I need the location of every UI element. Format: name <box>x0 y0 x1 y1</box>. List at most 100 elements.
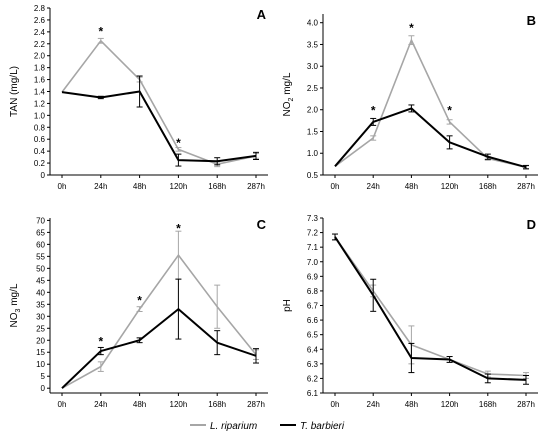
series-line-l-riparium <box>334 39 527 168</box>
y-tick-label: 10 <box>36 360 45 369</box>
y-tick-label: 2.8 <box>34 4 46 13</box>
y-tick-label: 60 <box>36 240 45 249</box>
x-tick-label: 24h <box>94 182 107 191</box>
series-line-l-riparium <box>61 254 257 389</box>
x-tick-label: 24h <box>367 182 380 191</box>
y-tick-label: 3.0 <box>307 62 319 71</box>
y-tick-label: 0.8 <box>34 123 46 132</box>
legend-label-t-barbieri: T. barbieri <box>300 421 345 432</box>
y-axis-label-c: NO3 mg/L <box>9 283 22 327</box>
x-tick-label: 48h <box>133 182 146 191</box>
x-tick-label: 120h <box>170 182 188 191</box>
y-tick-label: 1.6 <box>34 76 46 85</box>
x-tick-label: 24h <box>94 400 107 409</box>
significance-star: * <box>137 294 142 308</box>
x-tick-label: 287h <box>517 400 535 409</box>
series-line-t-barbieri <box>334 107 527 169</box>
series-line-t-barbieri <box>61 90 257 163</box>
significance-star: * <box>447 104 452 118</box>
x-tick-label: 0h <box>58 400 67 409</box>
y-tick-label: 1.4 <box>34 88 46 97</box>
y-tick-label: 1.0 <box>307 149 319 158</box>
x-tick-label: 287h <box>517 182 535 191</box>
x-tick-label: 168h <box>479 400 497 409</box>
y-tick-label: 6.6 <box>307 316 319 325</box>
panel-letter-d: D <box>527 217 536 232</box>
y-tick-label: 50 <box>36 264 45 273</box>
y-tick-label: 65 <box>36 228 45 237</box>
y-tick-label: 35 <box>36 300 45 309</box>
y-tick-label: 15 <box>36 348 45 357</box>
y-tick-label: 2.6 <box>34 16 46 25</box>
y-tick-label: 6.9 <box>307 272 319 281</box>
panel-d: 6.1 6.2 6.3 6.4 6.5 6.6 6.7 6.8 6.9 7.0 7.1 7.2 7.3 0… <box>282 214 538 409</box>
y-tick-label: 7.1 <box>307 243 319 252</box>
x-tick-label: 120h <box>441 400 459 409</box>
y-tick-label: 0.6 <box>34 135 46 144</box>
y-tick-label: 0.5 <box>307 171 319 180</box>
y-tick-label: 7.0 <box>307 258 319 267</box>
x-tick-label: 120h <box>170 400 188 409</box>
y-tick-label: 2.0 <box>34 52 46 61</box>
y-tick-label: 2.2 <box>34 40 46 49</box>
x-tick-label: 120h <box>441 182 459 191</box>
x-tick-label: 0h <box>331 400 340 409</box>
y-tick-label: 5 <box>41 372 46 381</box>
series-line-t-barbieri <box>334 236 527 381</box>
y-tick-label: 6.5 <box>307 331 319 340</box>
x-tick-label: 48h <box>405 400 418 409</box>
y-axis-label-d: pH <box>282 299 293 312</box>
panel-letter-b: B <box>527 13 536 28</box>
x-tick-label: 168h <box>208 400 226 409</box>
y-tick-label: 2.0 <box>307 106 319 115</box>
y-tick-label: 1.8 <box>34 64 46 73</box>
series-line-l-riparium <box>334 236 527 377</box>
x-tick-label: 287h <box>247 182 265 191</box>
y-tick-label: 1.0 <box>34 111 46 120</box>
y-tick-label: 2.4 <box>34 28 46 37</box>
y-tick-label: 6.3 <box>307 360 319 369</box>
significance-star: * <box>176 222 181 236</box>
y-tick-label: 0 <box>41 171 46 180</box>
panel-c: 0 5 10 15 20 25 30 35 40 45 50 55 60 65 70 0h 24h 48h 120h… <box>9 216 268 409</box>
y-tick-label: 6.2 <box>307 374 319 383</box>
y-tick-label: 0.4 <box>34 147 46 156</box>
x-tick-label: 48h <box>133 400 146 409</box>
x-tick-label: 0h <box>331 182 340 191</box>
significance-star: * <box>176 136 181 150</box>
y-tick-label: 6.1 <box>307 389 319 398</box>
y-tick-label: 70 <box>36 216 45 225</box>
y-tick-label: 55 <box>36 252 45 261</box>
x-tick-label: 168h <box>479 182 497 191</box>
y-tick-label: 6.8 <box>307 287 319 296</box>
y-tick-label: 20 <box>36 336 45 345</box>
series-line-l-riparium <box>61 40 257 166</box>
panel-b: 0.5 1.0 1.5 2.0 2.5 3.0 3.5 4.0 0h 24h 48h 120h 168h… <box>282 13 538 191</box>
significance-star: * <box>409 21 414 35</box>
y-tick-label: 40 <box>36 288 45 297</box>
y-tick-label: 2.5 <box>307 84 319 93</box>
panel-a: 0 0.2 0.4 0.6 0.8 1.0 1.2 1.4 1.6 1.8 2.0 2.2 2.4 2.6… <box>9 4 268 191</box>
y-axis-label-a: TAN (mg/L) <box>9 66 20 117</box>
y-tick-label: 6.4 <box>307 345 319 354</box>
y-tick-label: 7.2 <box>307 229 319 238</box>
x-tick-label: 0h <box>58 182 67 191</box>
legend: L. riparium T. barbieri <box>190 421 345 432</box>
x-tick-label: 24h <box>367 400 380 409</box>
y-tick-label: 3.5 <box>307 40 319 49</box>
x-tick-label: 48h <box>405 182 418 191</box>
y-tick-label: 7.3 <box>307 214 319 223</box>
y-tick-label: 4.0 <box>307 19 319 28</box>
y-tick-label: 0 <box>41 384 46 393</box>
significance-star: * <box>98 334 103 348</box>
y-tick-label: 1.5 <box>307 127 319 136</box>
x-tick-label: 287h <box>247 400 265 409</box>
y-tick-label: 0.2 <box>34 159 46 168</box>
x-tick-label: 168h <box>208 182 226 191</box>
y-tick-label: 30 <box>36 312 45 321</box>
significance-star: * <box>98 25 103 39</box>
series-line-t-barbieri <box>61 308 257 389</box>
y-tick-label: 25 <box>36 324 45 333</box>
y-tick-label: 1.2 <box>34 99 46 108</box>
